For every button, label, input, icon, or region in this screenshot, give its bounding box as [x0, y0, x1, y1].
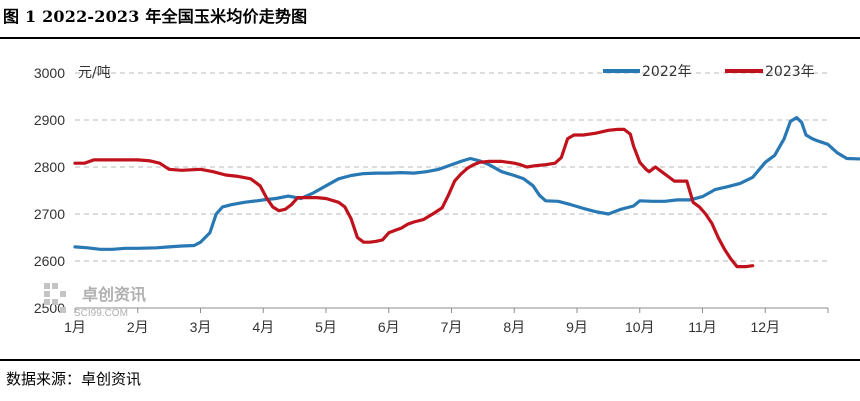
legend-label-2022: 2022年: [642, 64, 692, 80]
legend: 2022年 2023年: [603, 64, 815, 80]
x-tick-label: 3月: [190, 319, 212, 335]
bottom-rule: [0, 359, 860, 361]
data-source: 数据来源：卓创资讯: [6, 368, 141, 389]
y-tick-label: 2700: [34, 206, 65, 222]
x-tick-label: 9月: [566, 319, 588, 335]
y-axis-unit-label: 元/吨: [78, 65, 111, 81]
x-tick-label: 5月: [315, 319, 337, 335]
y-tick-label: 2600: [34, 253, 65, 269]
x-tick-label: 7月: [441, 319, 463, 335]
watermark-text: 卓创资讯: [82, 285, 146, 304]
x-axis: [75, 308, 828, 313]
x-tick-label: 10月: [625, 319, 655, 335]
x-tick-label: 6月: [378, 319, 400, 335]
x-tick-label: 4月: [252, 319, 274, 335]
x-tick-label: 1月: [64, 319, 86, 335]
top-rule: [0, 37, 860, 39]
y-tick-label: 2900: [34, 112, 65, 128]
legend-label-2023: 2023年: [765, 64, 815, 80]
x-tick-label: 11月: [688, 319, 717, 335]
x-axis-ticks: 1月 2月 3月 4月 5月 6月 7月 8月 9月 10月 11月 12月: [64, 319, 780, 335]
x-tick-label: 12月: [750, 319, 780, 335]
chart-title: 图 1 2022-2023 年全国玉米均价走势图: [3, 3, 307, 27]
x-tick-label: 8月: [503, 319, 525, 335]
series-lines: [75, 118, 860, 267]
watermark-domain: SCI99.COM: [74, 308, 128, 319]
x-tick-label: 2月: [127, 319, 149, 335]
y-tick-label: 2800: [34, 159, 65, 175]
series-line-0: [75, 118, 860, 250]
y-tick-label: 3000: [34, 65, 65, 81]
